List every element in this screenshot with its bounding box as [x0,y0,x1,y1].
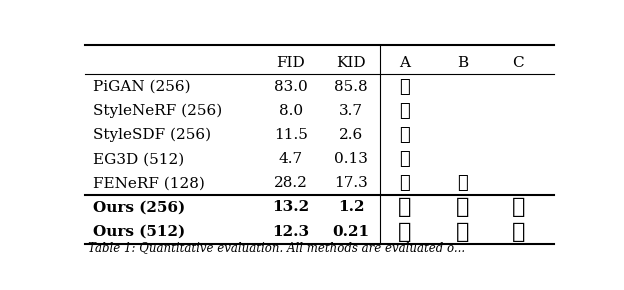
Text: ✓: ✓ [399,174,410,192]
Text: ✓: ✓ [399,126,410,144]
Text: A: A [399,56,410,70]
Text: FENeRF (128): FENeRF (128) [92,176,205,190]
Text: ✓: ✓ [456,196,469,218]
Text: 28.2: 28.2 [274,176,308,190]
Text: ✓: ✓ [456,220,469,242]
Text: ✓: ✓ [512,220,525,242]
Text: Table 1: Quantitative evaluation. All methods are evaluated o...: Table 1: Quantitative evaluation. All me… [87,241,465,254]
Text: 0.21: 0.21 [333,224,370,239]
Text: ✓: ✓ [397,196,411,218]
Text: 85.8: 85.8 [334,80,368,94]
Text: KID: KID [336,56,366,70]
Text: PiGAN (256): PiGAN (256) [92,80,190,94]
Text: 4.7: 4.7 [279,152,303,166]
Text: 1.2: 1.2 [338,200,364,214]
Text: 11.5: 11.5 [274,128,308,142]
Text: StyleNeRF (256): StyleNeRF (256) [92,104,222,118]
Text: ✓: ✓ [399,78,410,96]
Text: 0.13: 0.13 [334,152,368,166]
Text: C: C [512,56,524,70]
Text: ✓: ✓ [399,102,410,120]
Text: 83.0: 83.0 [274,80,308,94]
Text: 13.2: 13.2 [272,200,310,214]
Text: ✓: ✓ [399,150,410,168]
Text: Ours (512): Ours (512) [92,224,185,239]
Text: StyleSDF (256): StyleSDF (256) [92,128,211,142]
Text: 12.3: 12.3 [272,224,310,239]
Text: Ours (256): Ours (256) [92,200,185,214]
Text: FID: FID [276,56,305,70]
Text: ✓: ✓ [457,174,468,192]
Text: 2.6: 2.6 [339,128,363,142]
Text: B: B [457,56,468,70]
Text: 8.0: 8.0 [279,104,303,118]
Text: 3.7: 3.7 [339,104,363,118]
Text: 17.3: 17.3 [334,176,368,190]
Text: EG3D (512): EG3D (512) [92,152,183,166]
Text: ✓: ✓ [512,196,525,218]
Text: ✓: ✓ [397,220,411,242]
